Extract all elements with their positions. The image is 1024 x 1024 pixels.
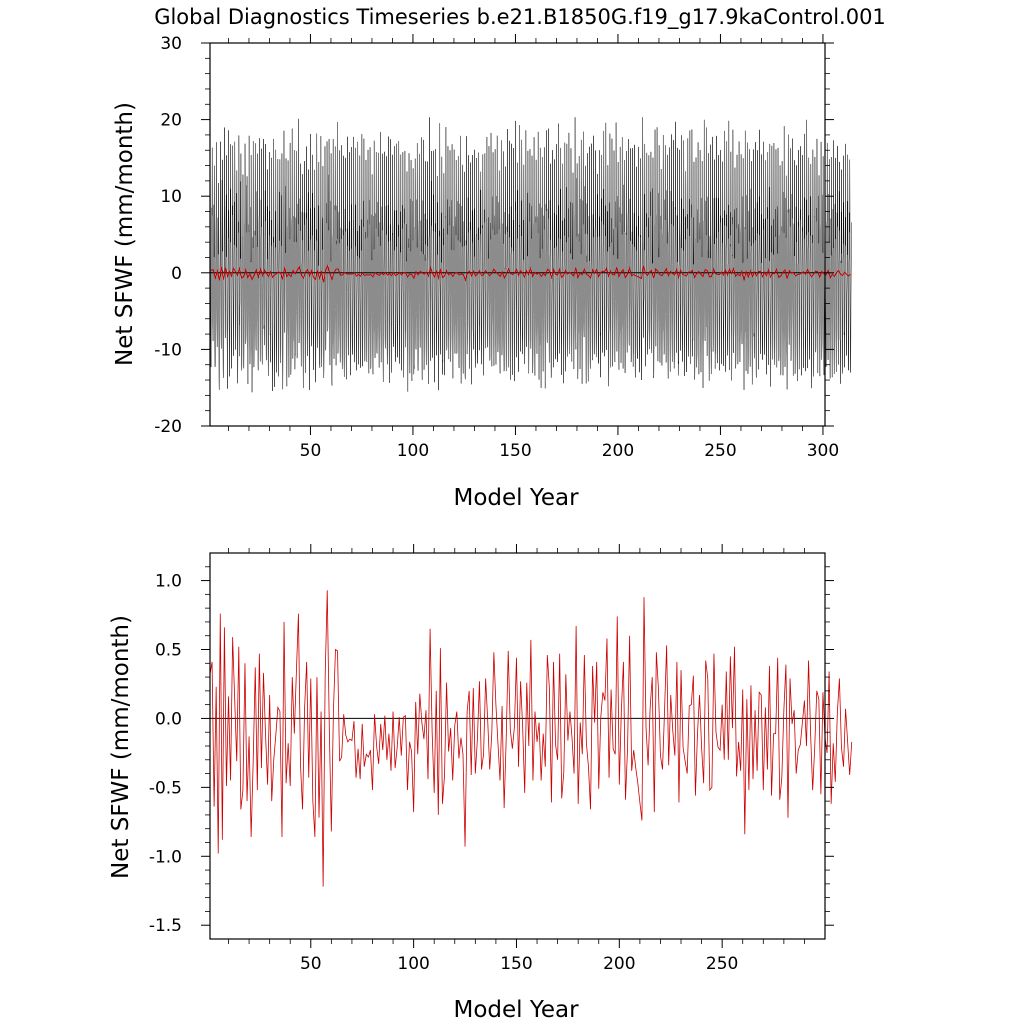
x-tick-label: 150 (500, 954, 532, 974)
top-plot-frame (209, 42, 826, 427)
bottom-axis-ticks: 50 100 150 200 250 -1.5 -1.0 -0.5 0.0 0.5 1.0 (149, 544, 834, 974)
top-x-axis-label: Model Year (453, 485, 579, 511)
y-tick-label: 20 (160, 111, 182, 131)
bottom-x-axis-label: Model Year (453, 997, 579, 1023)
y-tick-label: 30 (160, 34, 182, 54)
top-chart-panel: 50 100 150 200 250 300 -20 -10 0 10 20 30 Model Yea… (112, 34, 852, 511)
monthly-series-line (209, 117, 852, 393)
y-tick-label: 0.5 (155, 641, 182, 661)
y-tick-label: 0.0 (155, 709, 182, 729)
annual-mean-series-line (209, 590, 853, 887)
x-tick-label: 250 (706, 954, 738, 974)
top-axis-ticks: 50 100 150 200 250 300 -20 -10 0 10 20 30 (154, 34, 839, 461)
x-tick-label: 200 (603, 954, 635, 974)
x-tick-label: 150 (499, 441, 531, 461)
y-tick-label: 0 (171, 264, 182, 284)
x-tick-label: 250 (704, 441, 736, 461)
figure-title: Global Diagnostics Timeseries b.e21.B185… (154, 5, 886, 30)
bottom-chart-panel: 50 100 150 200 250 -1.5 -1.0 -0.5 0.0 0.5 1.0 Mode… (108, 544, 853, 1023)
y-tick-label: -20 (154, 417, 182, 437)
x-tick-label: 100 (397, 954, 429, 974)
bottom-plot-area (209, 590, 853, 887)
y-tick-label: 1.0 (155, 572, 182, 592)
y-tick-label: 10 (160, 187, 182, 207)
top-y-axis-label: Net SFWF (mm/month) (112, 102, 138, 366)
y-tick-label: -1.5 (149, 916, 182, 936)
top-annual-mean-line (210, 264, 851, 283)
y-tick-label: -0.5 (149, 778, 182, 798)
x-tick-label: 50 (300, 441, 322, 461)
x-tick-label: 50 (300, 954, 322, 974)
x-tick-label: 200 (602, 441, 634, 461)
bottom-y-axis-label: Net SFWF (mm/month) (108, 615, 134, 879)
top-plot-area (209, 117, 852, 393)
x-tick-label: 100 (397, 441, 429, 461)
x-tick-label: 300 (807, 441, 839, 461)
y-tick-label: -1.0 (149, 847, 182, 867)
y-tick-label: -10 (154, 340, 182, 360)
